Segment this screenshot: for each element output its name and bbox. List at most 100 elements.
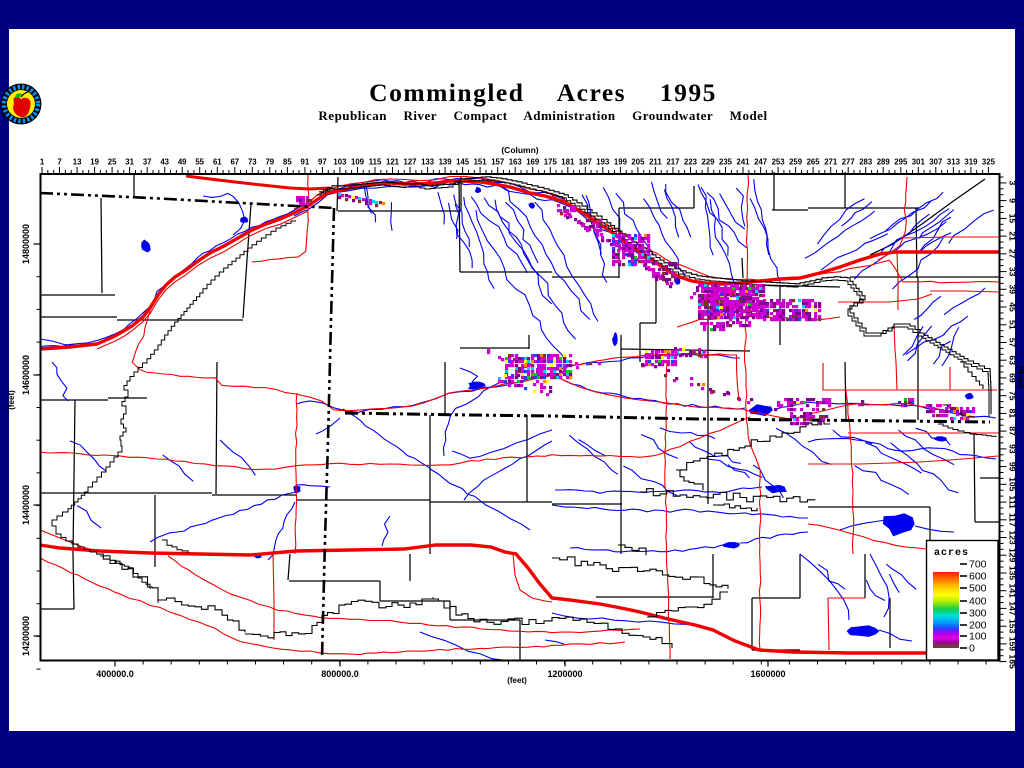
svg-text:147: 147 [1008, 601, 1018, 616]
svg-text:37: 37 [143, 158, 152, 167]
svg-text:205: 205 [631, 158, 645, 167]
svg-text:14600000: 14600000 [21, 355, 31, 395]
svg-text:200: 200 [969, 620, 987, 632]
svg-text:289: 289 [877, 158, 891, 167]
svg-text:61: 61 [213, 158, 222, 167]
svg-text:187: 187 [579, 158, 592, 167]
svg-text:14800000: 14800000 [21, 224, 31, 264]
svg-text:319: 319 [964, 158, 978, 167]
svg-text:(Column): (Column) [501, 145, 538, 155]
svg-text:235: 235 [719, 158, 733, 167]
svg-text:325: 325 [982, 158, 996, 167]
svg-text:163: 163 [509, 158, 523, 167]
svg-text:165: 165 [1008, 654, 1018, 669]
svg-text:123: 123 [1008, 530, 1018, 545]
svg-text:229: 229 [701, 158, 715, 167]
svg-text:109: 109 [351, 158, 365, 167]
svg-text:9: 9 [1008, 198, 1018, 203]
svg-text:283: 283 [859, 158, 873, 167]
svg-text:129: 129 [1008, 548, 1018, 563]
svg-text:253: 253 [772, 158, 786, 167]
svg-text:103: 103 [333, 158, 347, 167]
svg-text:57: 57 [1008, 338, 1018, 348]
svg-text:223: 223 [684, 158, 698, 167]
svg-text:3: 3 [1008, 181, 1018, 186]
svg-text:800000.0: 800000.0 [321, 669, 359, 679]
svg-text:99: 99 [1008, 462, 1018, 472]
svg-text:7: 7 [57, 158, 61, 167]
svg-text:157: 157 [491, 158, 504, 167]
svg-text:211: 211 [649, 158, 662, 167]
svg-text:141: 141 [1008, 584, 1018, 599]
svg-text:135: 135 [1008, 566, 1018, 581]
svg-text:153: 153 [1008, 619, 1018, 634]
svg-text:91: 91 [301, 158, 310, 167]
svg-text:277: 277 [842, 158, 855, 167]
svg-text:1600000: 1600000 [750, 669, 785, 679]
svg-text:49: 49 [178, 158, 187, 167]
svg-text:151: 151 [474, 158, 488, 167]
svg-text:(feet): (feet) [507, 676, 527, 685]
svg-text:1: 1 [40, 158, 45, 167]
svg-text:69: 69 [1008, 373, 1018, 383]
svg-text:500: 500 [969, 583, 987, 595]
svg-text:15: 15 [1008, 214, 1018, 224]
svg-text:55: 55 [195, 158, 204, 167]
svg-text:13: 13 [73, 158, 82, 167]
svg-text:31: 31 [125, 158, 134, 167]
svg-text:115: 115 [369, 158, 382, 167]
svg-text:63: 63 [1008, 355, 1018, 365]
svg-text:75: 75 [1008, 391, 1018, 401]
svg-text:199: 199 [614, 158, 628, 167]
svg-text:81: 81 [1008, 409, 1018, 419]
svg-text:400: 400 [969, 596, 987, 608]
svg-text:93: 93 [1008, 444, 1018, 454]
svg-text:67: 67 [230, 158, 239, 167]
svg-text:14400000: 14400000 [21, 485, 31, 525]
svg-text:33: 33 [1008, 267, 1018, 277]
svg-text:193: 193 [596, 158, 610, 167]
svg-text:87: 87 [1008, 426, 1018, 436]
svg-text:217: 217 [666, 158, 679, 167]
svg-text:111: 111 [1008, 495, 1018, 509]
svg-text:400000.0: 400000.0 [96, 669, 134, 679]
svg-text:300: 300 [969, 608, 987, 620]
svg-text:259: 259 [789, 158, 803, 167]
svg-text:45: 45 [1008, 302, 1018, 312]
svg-text:(Row): (Row) [1016, 366, 1024, 389]
svg-text:159: 159 [1008, 637, 1018, 652]
svg-text:247: 247 [754, 158, 767, 167]
svg-text:25: 25 [108, 158, 117, 167]
svg-text:600: 600 [969, 571, 987, 583]
svg-text:241: 241 [736, 158, 750, 167]
svg-text:175: 175 [544, 158, 558, 167]
svg-text:21: 21 [1008, 231, 1018, 241]
svg-text:(feet): (feet) [7, 390, 16, 410]
svg-text:0: 0 [969, 643, 975, 655]
svg-text:1200000: 1200000 [547, 669, 582, 679]
svg-text:169: 169 [526, 158, 540, 167]
svg-text:181: 181 [561, 158, 575, 167]
svg-text:139: 139 [439, 158, 453, 167]
svg-text:121: 121 [386, 158, 400, 167]
svg-text:133: 133 [421, 158, 435, 167]
svg-text:14200000: 14200000 [21, 616, 31, 656]
svg-text:105: 105 [1008, 477, 1018, 492]
svg-text:51: 51 [1008, 320, 1018, 330]
svg-text:145: 145 [456, 158, 470, 167]
svg-text:271: 271 [824, 158, 838, 167]
svg-text:301: 301 [912, 158, 926, 167]
svg-text:265: 265 [807, 158, 821, 167]
svg-text:73: 73 [248, 158, 257, 167]
svg-text:127: 127 [403, 158, 416, 167]
svg-text:700: 700 [969, 559, 987, 571]
svg-text:79: 79 [265, 158, 274, 167]
svg-text:313: 313 [947, 158, 961, 167]
svg-text:27: 27 [1008, 249, 1018, 259]
svg-text:117: 117 [1008, 513, 1018, 527]
svg-text:295: 295 [894, 158, 908, 167]
svg-text:307: 307 [929, 158, 942, 167]
svg-text:19: 19 [90, 158, 99, 167]
svg-text:85: 85 [283, 158, 292, 167]
svg-text:97: 97 [318, 158, 327, 167]
